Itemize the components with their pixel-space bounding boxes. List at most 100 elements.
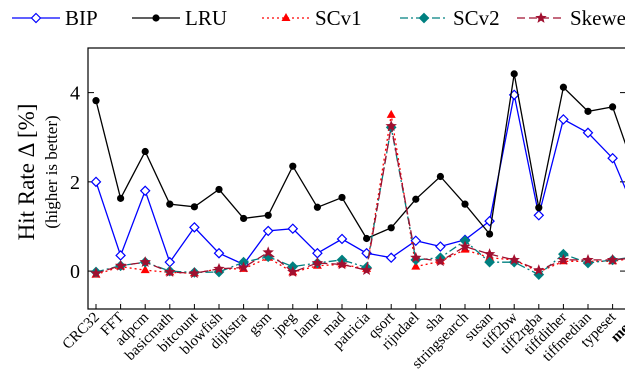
data-point-skewed [557,253,570,265]
data-point-bip [582,127,594,139]
data-point-scv1 [140,265,150,274]
legend-label-bip: BIP [65,6,98,30]
data-point-scv2 [484,256,495,268]
data-point-lru [486,230,494,238]
data-point-lru [363,234,371,243]
legend-label-skewed: Skewed [570,6,625,30]
y-tick-label: 0 [70,261,80,283]
data-point-bip [262,225,274,237]
data-point-skewed [434,255,447,267]
y-tick-label: 2 [70,172,80,194]
x-tick-label: gsm [246,309,275,338]
data-point-skewed [410,251,422,263]
data-point-skewed [90,267,102,279]
data-point-lru [412,195,420,203]
data-point-lru [584,107,592,115]
data-point-lru [609,103,617,111]
data-point-skewed [606,253,619,265]
data-point-skewed [213,262,225,274]
data-point-skewed [237,261,250,273]
legend-item-skewed: Skewed [517,6,625,30]
data-point-bip [385,252,397,264]
series-line-skewed [95,125,625,274]
data-point-bip [558,114,569,125]
data-point-lru [559,83,568,91]
data-point-skewed [360,264,373,276]
data-point-scv1 [386,109,396,118]
data-point-skewed [483,248,496,259]
series-lru [92,70,625,243]
data-point-bip [533,209,545,221]
data-point-skewed [311,257,324,268]
data-point-skewed [385,120,397,131]
y-axis: 0 2 4 [70,83,625,283]
data-point-lru [117,194,125,202]
data-point-bip [435,241,446,252]
data-point-lru [92,97,100,105]
x-axis: CRC32FFTadpcmbasicmathbitcountblowfishdi… [60,304,625,372]
data-point-bip [90,176,102,188]
data-point-bip [189,222,200,233]
legend-marker-skewed [535,12,547,23]
series-line-scv1 [95,114,625,276]
data-point-skewed [533,264,545,276]
legend-item-bip: BIP [12,6,98,30]
data-point-bip [139,185,151,197]
data-point-skewed [139,256,151,268]
data-point-lru [190,203,198,211]
data-point-lru [313,203,321,211]
x-tick-label: CRC32 [60,310,103,353]
data-point-lru [387,224,395,232]
data-point-lru [264,211,272,219]
y-axis-sublabel: (higher is better) [42,115,61,228]
data-point-skewed [459,240,471,252]
series-group [90,70,625,280]
data-point-lru [215,185,223,194]
legend-item-scv2: SCv2 [400,6,500,30]
data-point-bip [213,247,225,259]
data-point-lru [510,70,518,78]
data-point-skewed [188,267,201,279]
y-tick-label: 4 [70,83,80,105]
data-point-lru [166,200,174,208]
legend-label-scv1: SCv1 [315,6,362,30]
data-point-lru [535,204,543,212]
series-line-scv2 [95,127,625,276]
data-point-lru [461,200,469,208]
data-point-bip [336,233,348,245]
legend: BIP LRU SCv1 SCv2 Skewed [12,6,625,30]
legend-marker-scv2 [418,12,430,24]
data-point-lru [436,172,444,181]
data-point-lru [289,162,297,170]
data-point-lru [338,193,346,202]
legend-label-lru: LRU [185,6,227,30]
data-point-skewed [508,253,520,265]
data-point-skewed [164,265,176,277]
x-tick-label: jpeg [269,309,300,340]
plot-area [87,47,625,310]
series-skewed [90,120,625,279]
data-point-bip [115,250,126,261]
data-point-skewed [262,246,274,258]
legend-label-scv2: SCv2 [453,6,500,30]
data-point-skewed [287,265,299,277]
data-point-lru [240,214,248,223]
data-point-skewed [114,259,127,271]
data-point-skewed [582,253,594,265]
x-tick-label: lame [292,309,324,341]
data-point-lru [141,147,149,156]
legend-marker-bip [30,12,42,24]
legend-item-lru: LRU [132,6,227,30]
series-line-bip [95,94,625,266]
data-point-bip [164,256,176,268]
series-line-lru [95,73,625,240]
y-axis-label: Hit Rate Δ [%] [14,104,39,241]
legend-marker-scv1 [281,13,291,21]
data-point-bip [607,152,618,164]
data-point-scv1 [411,261,421,270]
legend-marker-lru [152,14,160,22]
data-point-bip [287,223,299,235]
data-point-skewed [336,258,348,270]
legend-item-scv1: SCv1 [262,6,362,30]
